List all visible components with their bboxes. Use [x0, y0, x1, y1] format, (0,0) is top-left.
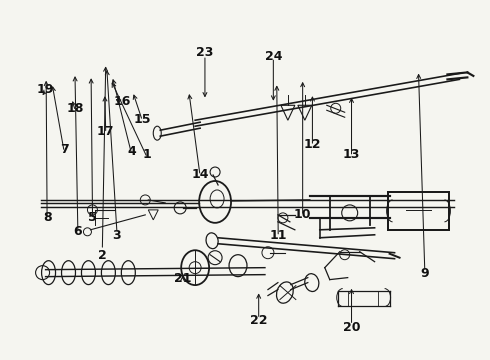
Text: 13: 13	[343, 148, 360, 161]
Text: 5: 5	[88, 211, 97, 224]
Text: 22: 22	[250, 314, 268, 327]
Text: 20: 20	[343, 320, 360, 333]
Text: 7: 7	[60, 143, 69, 156]
Text: 12: 12	[304, 138, 321, 150]
Text: 6: 6	[74, 225, 82, 238]
Text: 23: 23	[196, 46, 214, 59]
Text: 21: 21	[174, 272, 191, 285]
Text: 14: 14	[191, 168, 209, 181]
Text: 10: 10	[294, 208, 312, 221]
Text: 8: 8	[43, 211, 51, 224]
Text: 16: 16	[113, 95, 130, 108]
Text: 11: 11	[270, 229, 287, 242]
Text: 1: 1	[143, 148, 151, 161]
Text: 19: 19	[37, 83, 54, 96]
Text: 24: 24	[265, 50, 282, 63]
Text: 2: 2	[98, 249, 107, 262]
Text: 15: 15	[134, 113, 151, 126]
Text: 9: 9	[420, 267, 429, 280]
Text: 17: 17	[97, 125, 115, 138]
Text: 4: 4	[127, 145, 136, 158]
Text: 3: 3	[113, 229, 122, 242]
Text: 18: 18	[67, 102, 84, 115]
